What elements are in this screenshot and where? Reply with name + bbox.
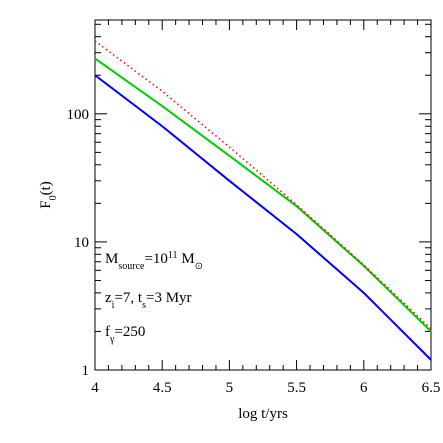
text-part: source	[118, 261, 145, 272]
annotation: zi=7, ts=3 Myr	[105, 290, 192, 311]
text-part: z	[105, 290, 112, 306]
text-part: F	[38, 200, 54, 208]
text-part: =10	[144, 251, 167, 267]
x-tick-label: 5.5	[287, 380, 306, 396]
data-line	[94, 57, 432, 333]
text-part: M	[105, 251, 118, 267]
y-tick-label: 1	[82, 363, 90, 379]
x-tick-label: 6	[360, 380, 368, 396]
x-axis-label: log t/yrs	[238, 406, 288, 422]
annotation: fγ=250	[105, 324, 145, 345]
text-part: γ	[109, 334, 115, 345]
x-tick-label: 4	[91, 380, 99, 396]
text-part: 0	[48, 195, 59, 200]
text-part: s	[142, 300, 146, 311]
plot-frame	[94, 19, 432, 371]
text-part: M	[178, 251, 195, 267]
data-line	[94, 74, 432, 361]
y-tick-label: 100	[67, 107, 90, 123]
text-part: f	[105, 324, 110, 340]
annotation: Msource=1011 M⊙	[105, 250, 203, 272]
text-part: (t)	[38, 181, 54, 195]
x-tick-label: 4.5	[153, 380, 172, 396]
data-line	[94, 40, 432, 330]
text-part: =250	[114, 324, 145, 340]
y-axis-label: F0(t)	[38, 181, 59, 209]
x-tick-label: 6.5	[422, 380, 441, 396]
text-part: =3 Myr	[146, 290, 192, 306]
text-part: =7, t	[114, 290, 142, 306]
y-tick-label: 10	[74, 235, 89, 251]
x-tick-label: 5	[226, 380, 234, 396]
text-part: i	[112, 300, 115, 311]
text-part: ⊙	[195, 261, 203, 272]
text-part: 11	[168, 250, 178, 261]
